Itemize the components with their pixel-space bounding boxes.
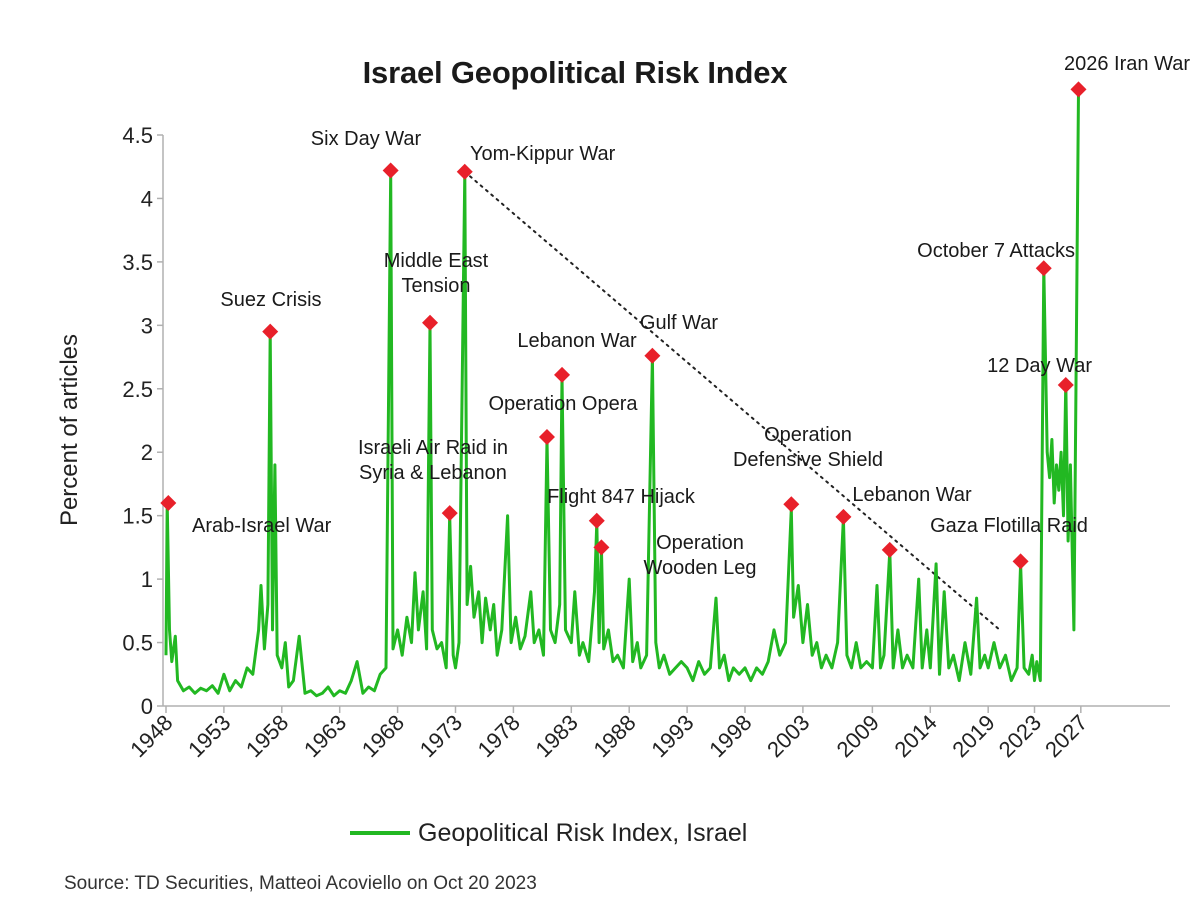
x-tick-label: 1993 (646, 710, 698, 762)
trendline (463, 170, 1001, 631)
event-marker (1070, 81, 1087, 98)
event-label: Lebanon War (852, 484, 972, 506)
event-marker (835, 508, 852, 525)
chart-title: Israel Geopolitical Risk Index (362, 55, 788, 90)
event-label: Gaza Flotilla Raid (930, 515, 1088, 537)
event-marker (588, 512, 605, 529)
event-label: 12 Day War (987, 355, 1092, 377)
x-tick-label: 2023 (994, 710, 1046, 762)
y-tick-label: 0 (141, 694, 153, 719)
x-tick-label: 1948 (125, 710, 177, 762)
event-label: Middle East Tension (384, 250, 489, 297)
y-tick-label: 3 (141, 313, 153, 338)
x-tick-label: 1963 (299, 710, 351, 762)
event-marker (262, 323, 279, 340)
y-tick-label: 2.5 (122, 377, 153, 402)
x-tick-label: 1998 (704, 710, 756, 762)
event-marker (441, 505, 458, 522)
event-marker (1057, 376, 1074, 393)
x-tick-label: 2003 (762, 710, 814, 762)
y-tick-label: 1 (141, 567, 153, 592)
event-marker (881, 541, 898, 558)
x-tick-label: 1953 (183, 710, 235, 762)
event-marker (1012, 553, 1029, 570)
event-marker (1035, 260, 1052, 277)
event-marker (538, 428, 555, 445)
y-tick-label: 4.5 (122, 123, 153, 148)
event-marker (593, 539, 610, 556)
y-tick-label: 1.5 (122, 504, 153, 529)
event-label: Operation Wooden Leg (643, 532, 756, 579)
legend-swatch (350, 831, 410, 835)
event-label: Yom-Kippur War (470, 143, 616, 165)
event-marker (783, 496, 800, 513)
x-tick-label: 2027 (1040, 710, 1092, 762)
event-label: Suez Crisis (220, 289, 321, 311)
x-tick-label: 2019 (947, 710, 999, 762)
y-tick-label: 0.5 (122, 631, 153, 656)
event-label: Six Day War (311, 128, 422, 150)
x-tick-label: 1973 (415, 710, 467, 762)
x-tick-label: 2009 (832, 710, 884, 762)
event-label: Operation Opera (489, 393, 639, 415)
x-tick-label: 1983 (531, 710, 583, 762)
x-tick-label: 2014 (890, 710, 942, 762)
source-note: Source: TD Securities, Matteoi Acoviello… (64, 873, 537, 894)
x-tick-label: 1958 (241, 710, 293, 762)
event-marker (382, 162, 399, 179)
event-marker (644, 347, 661, 364)
series-line (164, 90, 1080, 698)
event-label: Operation Defensive Shield (733, 424, 883, 471)
y-tick-label: 4 (141, 186, 153, 211)
event-marker (160, 494, 177, 511)
x-tick-label: 1968 (357, 710, 409, 762)
event-label: Israeli Air Raid in Syria & Lebanon (358, 437, 508, 484)
event-label: October 7 Attacks (917, 240, 1075, 262)
y-tick-label: 3.5 (122, 250, 153, 275)
x-tick-label: 1978 (473, 710, 525, 762)
y-tick-label: 2 (141, 440, 153, 465)
event-label: Gulf War (640, 312, 718, 334)
x-tick-label: 1988 (588, 710, 640, 762)
event-label: 2026 Iran War (1064, 53, 1190, 75)
legend: Geopolitical Risk Index, Israel (350, 815, 747, 851)
event-label: Flight 847 Hijack (547, 486, 696, 508)
event-marker (456, 163, 473, 180)
event-label: Lebanon War (517, 330, 637, 352)
event-marker (554, 366, 571, 383)
legend-label: Geopolitical Risk Index, Israel (418, 818, 748, 847)
event-marker (422, 314, 439, 331)
event-label: Arab-Israel War (192, 515, 332, 537)
